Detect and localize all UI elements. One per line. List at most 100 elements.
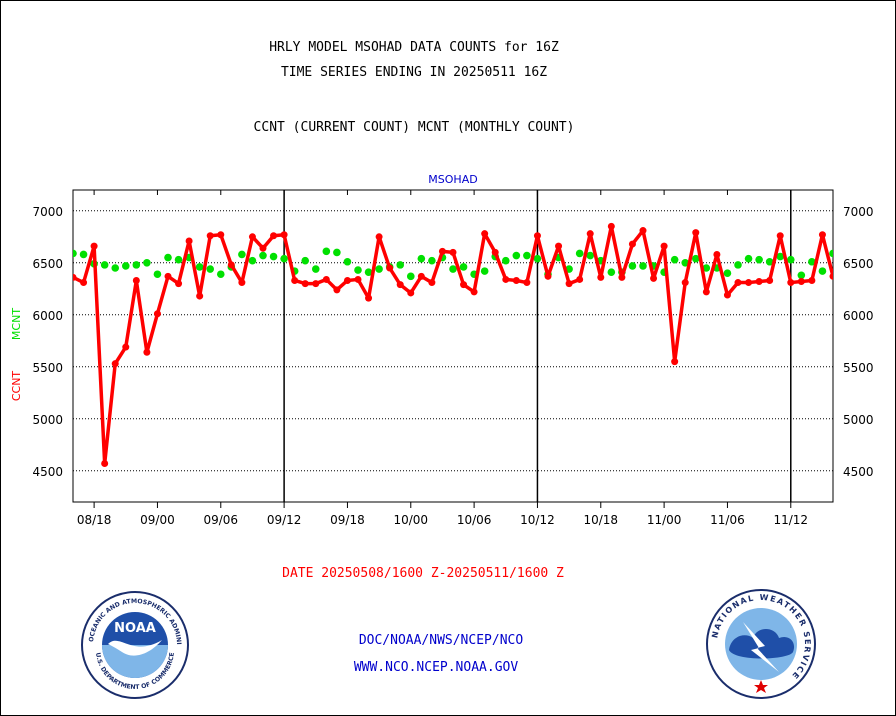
ccnt-point	[723, 291, 731, 299]
mcnt-point	[628, 262, 637, 270]
ccnt-point	[818, 231, 826, 239]
ccnt-point	[692, 229, 700, 237]
ccnt-point	[365, 294, 373, 302]
ccnt-point	[787, 279, 795, 287]
y-tick-label-left: 5000	[32, 413, 63, 427]
y-tick-label-left: 6500	[32, 257, 63, 271]
mcnt-point	[153, 270, 162, 279]
mcnt-point	[776, 252, 785, 261]
mcnt-point	[73, 249, 77, 258]
y-tick-label-right: 6500	[843, 257, 874, 271]
x-tick-label: 10/18	[583, 513, 618, 527]
mcnt-point	[829, 249, 833, 258]
mcnt-point	[702, 264, 711, 272]
ccnt-point	[766, 276, 774, 284]
ccnt-point	[291, 276, 299, 284]
ccnt-point	[533, 232, 541, 240]
ccnt-point	[101, 460, 109, 468]
mcnt-point	[417, 254, 426, 263]
mcnt-point	[575, 249, 584, 258]
y-tick-label-right: 4500	[843, 465, 874, 479]
ccnt-point	[523, 279, 531, 287]
ccnt-point	[555, 242, 563, 250]
x-tick-label: 10/00	[393, 513, 428, 527]
ccnt-point	[438, 247, 446, 255]
x-tick-label: 08/18	[77, 513, 112, 527]
x-tick-label: 09/18	[330, 513, 365, 527]
ccnt-point	[512, 276, 520, 284]
mcnt-point	[744, 254, 753, 263]
mcnt-point	[375, 265, 383, 273]
ccnt-point	[238, 279, 246, 287]
ccnt-point	[681, 279, 689, 287]
ccnt-point	[90, 242, 98, 250]
ccnt-point	[143, 348, 151, 356]
mcnt-point	[723, 269, 732, 278]
ccnt-point	[660, 242, 668, 250]
ccnt-point	[713, 250, 721, 258]
ccnt-point	[702, 288, 710, 296]
ccnt-point	[491, 248, 499, 256]
y-tick-label-right: 5500	[843, 361, 874, 375]
mcnt-point	[132, 261, 141, 269]
mcnt-point	[765, 257, 774, 266]
plot-area	[72, 189, 834, 503]
mcnt-point	[670, 255, 679, 264]
mcnt-point	[406, 272, 415, 281]
series-ccnt	[73, 222, 833, 468]
mcnt-point	[396, 261, 405, 269]
ccnt-point	[671, 358, 679, 366]
ccnt-point	[80, 279, 88, 287]
x-tick-label: 09/06	[203, 513, 238, 527]
noaa-logo: NATIONAL OCEANIC AND ATMOSPHERIC ADMINIS…	[80, 590, 189, 699]
ccnt-point	[73, 273, 77, 281]
ccnt-point	[470, 288, 478, 296]
mcnt-point	[459, 263, 468, 271]
ccnt-point	[650, 274, 658, 282]
mcnt-point	[586, 251, 595, 260]
y-tick-label-left: 5500	[32, 361, 63, 375]
ccnt-point	[597, 273, 605, 281]
ccnt-point	[639, 227, 647, 235]
y-tick-label-left: 4500	[32, 465, 63, 479]
ccnt-point	[628, 240, 636, 248]
mcnt-point	[808, 257, 816, 266]
ccnt-point	[428, 279, 436, 287]
nco-website-link[interactable]: WWW.NCO.NCEP.NOAA.GOV	[353, 660, 519, 675]
ccnt-point	[607, 222, 615, 230]
ccnt-point	[797, 278, 805, 286]
ccnt-point	[322, 275, 330, 283]
y-tick-label-left: 6000	[32, 309, 63, 323]
ccnt-point	[312, 280, 320, 288]
ccnt-point	[407, 289, 415, 297]
mcnt-point	[533, 254, 542, 263]
mcnt-point	[428, 256, 436, 265]
noaa-logo-text: NOAA	[114, 621, 156, 636]
ccnt-point	[164, 272, 172, 280]
ccnt-point	[122, 343, 130, 351]
ccnt-point	[343, 276, 351, 284]
mcnt-point	[248, 256, 257, 265]
ccnt-point	[829, 272, 833, 280]
ccnt-point	[544, 272, 552, 280]
ccnt-point	[576, 275, 584, 283]
ccnt-point	[185, 237, 193, 245]
ccnt-point	[132, 276, 140, 284]
y-tick-label-right: 7000	[843, 205, 874, 219]
ccnt-point	[375, 233, 383, 241]
x-tick-label: 11/12	[773, 513, 808, 527]
chart-title-line1: HRLY MODEL MSOHAD DATA COUNTS for 16Z	[269, 40, 559, 55]
mcnt-point	[174, 255, 183, 264]
chart-subtitle: CCNT (CURRENT COUNT) MCNT (MONTHLY COUNT…	[253, 120, 575, 135]
mcnt-point	[501, 256, 510, 265]
mcnt-point	[681, 259, 690, 267]
nws-star-icon	[754, 680, 768, 693]
ccnt-point	[417, 272, 425, 280]
mcnt-point	[164, 253, 172, 262]
y-tick-label-left: 7000	[32, 205, 63, 219]
mcnt-point	[818, 267, 827, 275]
nco-org-link[interactable]: DOC/NOAA/NWS/NCEP/NCO	[358, 633, 524, 648]
mcnt-point	[364, 268, 373, 276]
mcnt-point	[786, 255, 795, 264]
